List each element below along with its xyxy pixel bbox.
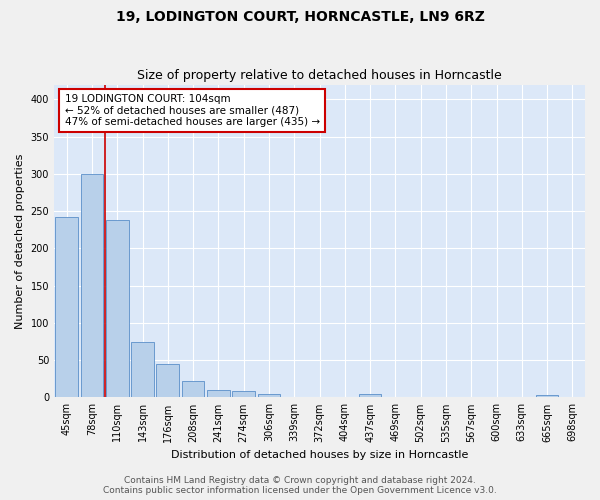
Text: Contains HM Land Registry data © Crown copyright and database right 2024.
Contai: Contains HM Land Registry data © Crown c… [103, 476, 497, 495]
Bar [131, 342, 154, 398]
Bar [182, 381, 205, 398]
Bar [55, 217, 78, 398]
Bar [257, 394, 280, 398]
Bar [157, 364, 179, 398]
Bar [359, 394, 382, 398]
Text: 19 LODINGTON COURT: 104sqm
← 52% of detached houses are smaller (487)
47% of sem: 19 LODINGTON COURT: 104sqm ← 52% of deta… [65, 94, 320, 127]
Y-axis label: Number of detached properties: Number of detached properties [15, 154, 25, 328]
Bar [536, 395, 559, 398]
Bar [106, 220, 128, 398]
X-axis label: Distribution of detached houses by size in Horncastle: Distribution of detached houses by size … [171, 450, 468, 460]
Bar [232, 390, 255, 398]
Title: Size of property relative to detached houses in Horncastle: Size of property relative to detached ho… [137, 69, 502, 82]
Bar [207, 390, 230, 398]
Bar [80, 174, 103, 398]
Text: 19, LODINGTON COURT, HORNCASTLE, LN9 6RZ: 19, LODINGTON COURT, HORNCASTLE, LN9 6RZ [116, 10, 484, 24]
